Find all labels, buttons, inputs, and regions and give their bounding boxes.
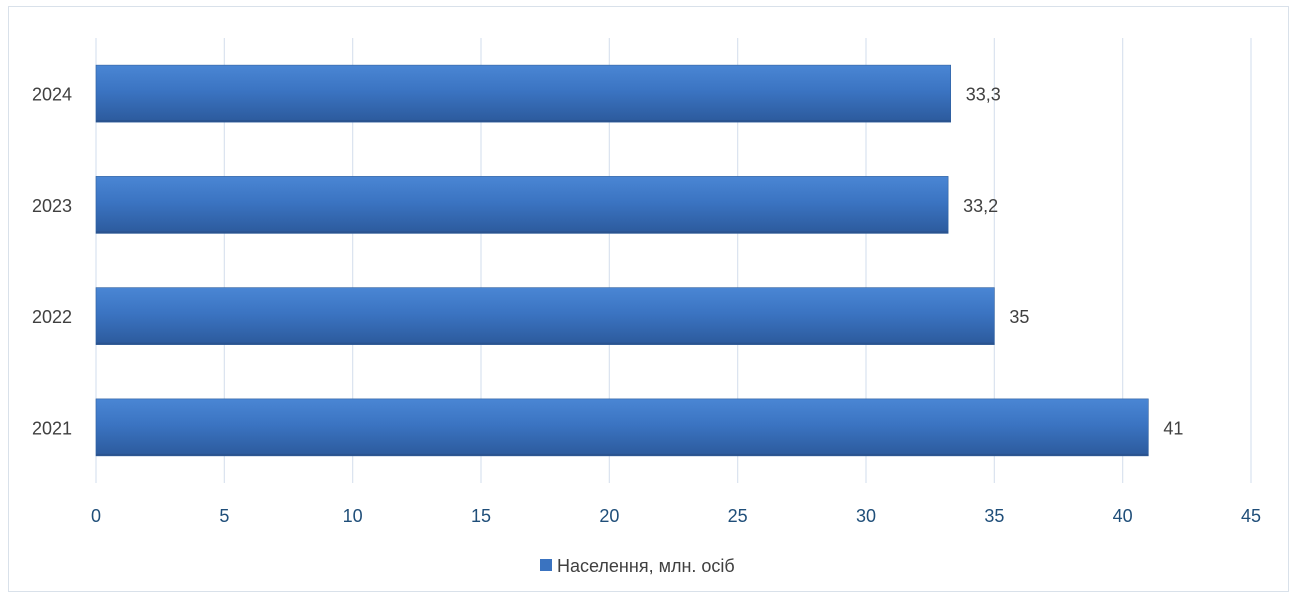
data-label: 35 — [1009, 307, 1029, 327]
x-tick-label: 20 — [599, 506, 619, 526]
x-tick-label: 35 — [984, 506, 1004, 526]
bar-2023 — [95, 176, 949, 234]
x-tick-label: 45 — [1241, 506, 1261, 526]
bars — [95, 64, 1149, 457]
bar-shadow — [96, 453, 1149, 456]
bar-2022 — [95, 287, 995, 345]
bar-2021 — [95, 398, 1149, 457]
x-tick-label: 15 — [471, 506, 491, 526]
bar-shadow — [96, 342, 995, 345]
category-label: 2024 — [32, 85, 72, 105]
category-label: 2022 — [32, 307, 72, 327]
data-label: 41 — [1163, 418, 1183, 438]
bar-shadow — [96, 231, 949, 234]
legend-swatch — [540, 559, 552, 571]
legend-label: Населення, млн. осіб — [557, 556, 735, 576]
category-label: 2023 — [32, 196, 72, 216]
x-tick-label: 25 — [728, 506, 748, 526]
x-tick-label: 5 — [219, 506, 229, 526]
x-tick-label: 10 — [343, 506, 363, 526]
x-tick-label: 40 — [1113, 506, 1133, 526]
bar-2024 — [95, 64, 952, 123]
labels: 0 5 10 15 20 25 30 35 40 45 2021 41 2022 35 2023 33,2 20… — [32, 85, 1261, 526]
x-tick-label: 30 — [856, 506, 876, 526]
data-label: 33,3 — [966, 85, 1001, 105]
legend: Населення, млн. осіб — [540, 556, 735, 576]
bar-shadow — [96, 120, 951, 123]
data-label: 33,2 — [963, 196, 998, 216]
x-tick-label: 0 — [91, 506, 101, 526]
category-label: 2021 — [32, 418, 72, 438]
